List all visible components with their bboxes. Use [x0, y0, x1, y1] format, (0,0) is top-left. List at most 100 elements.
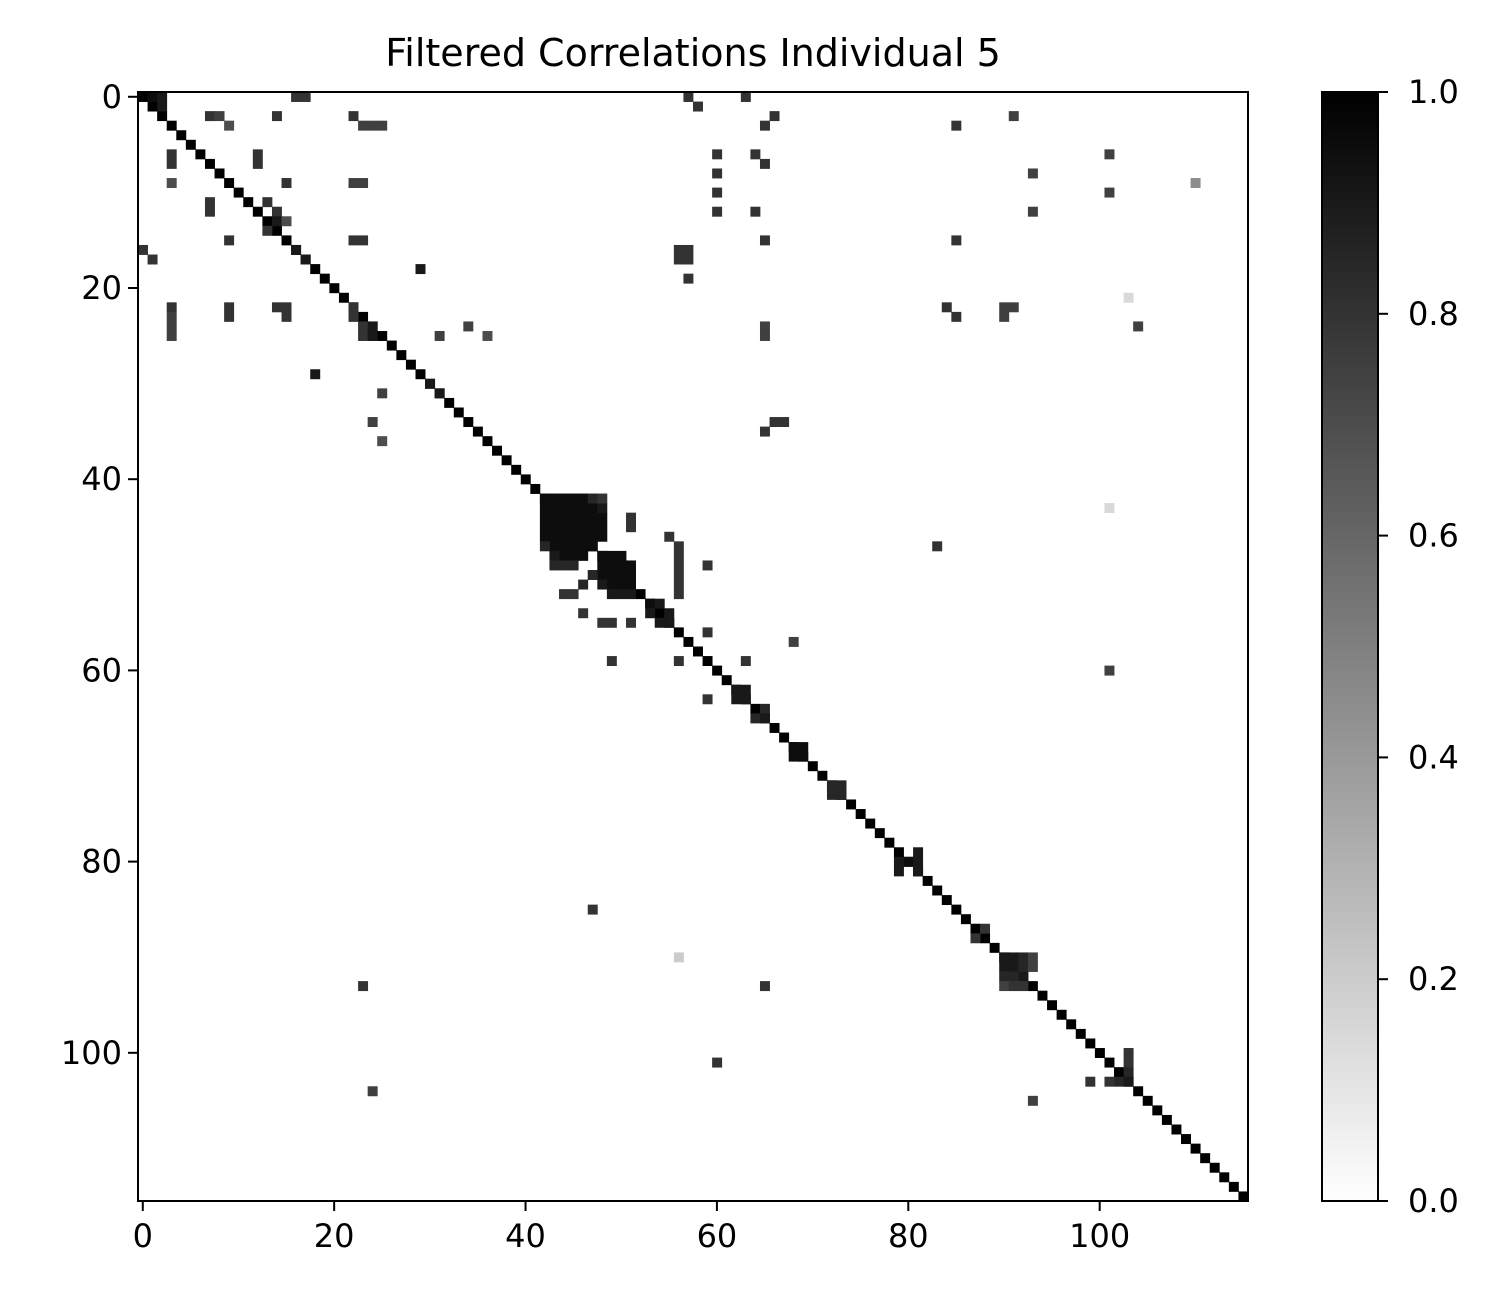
- colorbar-tick-label: 1.0: [1408, 73, 1459, 111]
- heatmap-cell: [204, 206, 215, 217]
- heatmap-cell: [281, 216, 292, 227]
- heatmap-cell: [224, 302, 235, 313]
- heatmap-cell: [913, 866, 924, 877]
- heatmap-diagonal-cell: [405, 359, 416, 370]
- heatmap-cell: [434, 331, 445, 341]
- heatmap-cell: [310, 369, 321, 380]
- heatmap-cell: [578, 503, 589, 514]
- heatmap-cell: [587, 493, 598, 504]
- heatmap-cell: [166, 321, 177, 332]
- heatmap-cell: [568, 512, 579, 523]
- heatmap-cell: [463, 321, 474, 332]
- heatmap-cell: [281, 178, 292, 188]
- heatmap-diagonal-cell: [1037, 990, 1048, 1001]
- heatmap-diagonal-cell: [482, 436, 493, 447]
- heatmap-cell: [1133, 321, 1144, 332]
- heatmap-cell: [1104, 149, 1115, 160]
- heatmap-diagonal-cell: [893, 847, 904, 858]
- heatmap-cell: [549, 541, 560, 552]
- heatmap-cell: [616, 579, 627, 590]
- heatmap-cell: [559, 541, 569, 552]
- heatmap-cell: [759, 120, 770, 131]
- heatmap-cell: [712, 168, 723, 179]
- heatmap-diagonal-cell: [1027, 981, 1038, 992]
- heatmap-cell: [759, 703, 770, 714]
- heatmap-cell: [626, 617, 636, 628]
- heatmap-cell: [559, 589, 569, 600]
- heatmap-cell: [913, 856, 924, 867]
- heatmap-cell: [358, 120, 369, 131]
- heatmap-cell: [769, 417, 780, 428]
- heatmap-diagonal-cell: [520, 474, 531, 485]
- heatmap-cell: [271, 216, 282, 227]
- heatmap-diagonal-cell: [769, 722, 780, 733]
- heatmap-cell: [147, 254, 158, 265]
- heatmap-cell: [358, 321, 369, 332]
- heatmap-cell: [1104, 1076, 1115, 1087]
- heatmap-cell: [750, 713, 761, 724]
- heatmap-diagonal-cell: [1075, 1028, 1086, 1039]
- heatmap-cell: [1027, 168, 1038, 179]
- heatmap-cell: [549, 493, 560, 504]
- heatmap-cell: [157, 92, 168, 102]
- x-tick-label: 40: [505, 1217, 546, 1255]
- heatmap-cell: [549, 503, 560, 514]
- heatmap-cell: [731, 694, 742, 705]
- heatmap-cell: [367, 321, 378, 332]
- heatmap-cell: [262, 225, 273, 236]
- heatmap-cell: [1018, 961, 1029, 972]
- heatmap-cell: [788, 636, 799, 647]
- heatmap-cell: [616, 570, 627, 580]
- heatmap-cells: [138, 92, 1249, 1202]
- heatmap-cell: [664, 608, 675, 619]
- heatmap-cell: [300, 254, 311, 265]
- heatmap-cell: [262, 197, 273, 208]
- heatmap-cell: [1018, 952, 1029, 963]
- x-tick-label: 60: [697, 1217, 738, 1255]
- heatmap-diagonal-cell: [654, 608, 665, 619]
- heatmap-diagonal-cell: [204, 158, 215, 169]
- heatmap-diagonal-cell: [1152, 1105, 1163, 1116]
- heatmap-diagonal-cell: [865, 818, 876, 829]
- heatmap-cell: [559, 531, 569, 542]
- heatmap-cell: [673, 244, 684, 255]
- heatmap-diagonal-cell: [1066, 1019, 1077, 1030]
- heatmap-cell: [673, 254, 684, 265]
- heatmap-cell: [358, 235, 369, 246]
- heatmap-cell: [798, 742, 809, 753]
- heatmap-cell: [616, 550, 627, 561]
- heatmap-diagonal-cell: [271, 225, 282, 236]
- heatmap-cell: [568, 503, 579, 514]
- heatmap-cell: [597, 522, 608, 533]
- heatmap-cell: [377, 120, 388, 131]
- heatmap-diagonal-cell: [1094, 1048, 1105, 1058]
- heatmap-cell: [568, 493, 579, 504]
- heatmap-diagonal-cell: [1161, 1114, 1172, 1125]
- heatmap-cell: [970, 933, 981, 944]
- heatmap-diagonal-cell: [1114, 1067, 1124, 1078]
- heatmap-cell: [578, 608, 589, 619]
- heatmap-diagonal-cell: [147, 101, 158, 112]
- heatmap-cell: [673, 560, 684, 571]
- heatmap-cell: [999, 311, 1010, 322]
- heatmap-cell: [836, 789, 847, 800]
- heatmap-diagonal-cell: [1104, 1057, 1115, 1068]
- heatmap-cell: [606, 589, 617, 600]
- heatmap-cell: [788, 751, 799, 762]
- heatmap-cell: [1018, 971, 1029, 982]
- y-tick-label: 40: [81, 460, 122, 498]
- heatmap-cell: [1008, 981, 1019, 992]
- heatmap-diagonal-cell: [157, 111, 168, 122]
- heatmap-diagonal-cell: [960, 914, 971, 925]
- heatmap-diagonal-cell: [176, 130, 187, 141]
- heatmap-cell: [559, 522, 569, 533]
- heatmap-cell: [1085, 1076, 1096, 1087]
- y-tick-label: 80: [81, 843, 122, 881]
- heatmap-cell: [740, 656, 751, 667]
- heatmap-cell: [826, 789, 837, 800]
- heatmap-cell: [147, 92, 158, 102]
- heatmap-cell: [578, 512, 589, 523]
- heatmap-diagonal-cell: [492, 445, 503, 456]
- heatmap-cell: [1008, 952, 1019, 963]
- heatmap-cell: [539, 531, 550, 542]
